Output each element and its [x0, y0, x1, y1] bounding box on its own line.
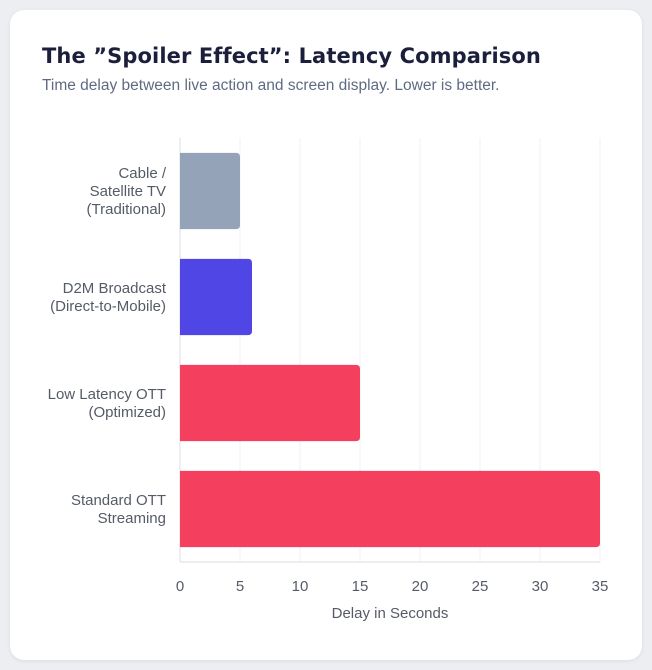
x-tick-label-25: 25 [472, 578, 489, 595]
bar-1 [180, 258, 252, 336]
chart-subtitle: Time delay between live action and scree… [42, 77, 500, 94]
category-label-0-2: (Traditional) [87, 201, 166, 218]
x-tick-label-35: 35 [592, 578, 609, 595]
x-tick-label-0: 0 [176, 578, 184, 595]
bar-2 [180, 364, 360, 442]
category-label-1-1: (Direct-to-Mobile) [50, 298, 166, 315]
category-label-3-1: Streaming [98, 510, 166, 527]
chart-card: The ”Spoiler Effect”: Latency Comparison… [10, 10, 642, 660]
chart-title: The ”Spoiler Effect”: Latency Comparison [42, 44, 541, 68]
category-label-0-1: Satellite TV [90, 183, 166, 200]
category-label-0-0: Cable / [118, 165, 166, 182]
x-tick-label-15: 15 [352, 578, 369, 595]
x-tick-label-30: 30 [532, 578, 549, 595]
x-tick-label-5: 5 [236, 578, 244, 595]
bar-0 [180, 152, 240, 230]
x-axis-title: Delay in Seconds [332, 605, 449, 622]
category-label-3-0: Standard OTT [71, 492, 166, 509]
x-tick-label-20: 20 [412, 578, 429, 595]
category-label-2-0: Low Latency OTT [48, 386, 166, 403]
x-tick-label-10: 10 [292, 578, 309, 595]
bar-3 [180, 470, 600, 548]
category-label-1-0: D2M Broadcast [63, 280, 167, 297]
category-label-2-1: (Optimized) [88, 404, 166, 421]
